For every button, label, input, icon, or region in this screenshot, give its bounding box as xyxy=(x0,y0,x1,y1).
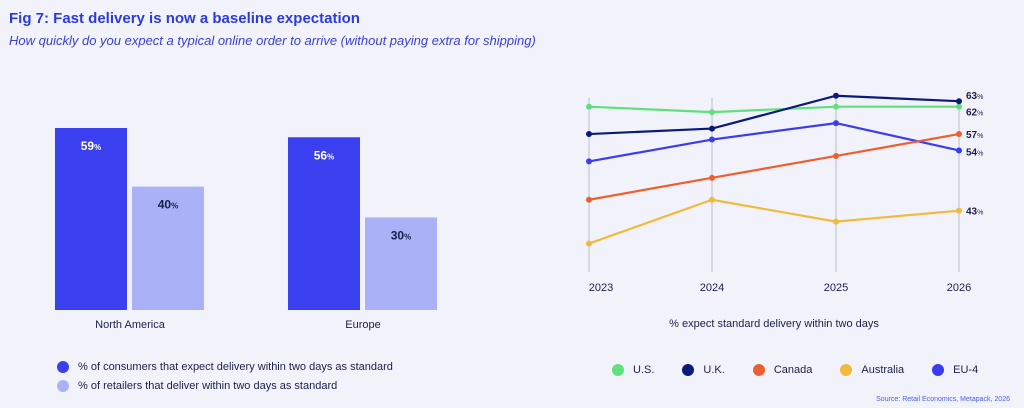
point-australia-2023 xyxy=(586,240,592,247)
point-us-2026 xyxy=(956,103,962,110)
legend-item-us: U.S. xyxy=(612,364,654,376)
legend-swatch-australia xyxy=(840,364,853,376)
bar-north-america-retailers xyxy=(132,186,204,310)
bar-value-label-europe-consumers: 56% xyxy=(314,148,334,162)
legend-swatch-consumers xyxy=(57,361,69,373)
end-label-uk: 63% xyxy=(966,91,983,102)
legend-swatch-uk xyxy=(682,364,695,376)
point-uk-2025 xyxy=(833,92,839,99)
point-canada-2024 xyxy=(709,174,715,181)
bar-value-label-europe-retailers: 30% xyxy=(391,228,411,242)
series-line-uk xyxy=(588,94,960,136)
series-line-us xyxy=(588,105,959,114)
point-eu4-2023 xyxy=(586,158,592,165)
legend-swatch-us xyxy=(612,364,624,376)
point-australia-2026 xyxy=(956,207,962,214)
legend-item-canada: Canada xyxy=(752,364,813,376)
x-tick-label-2025: 2025 xyxy=(824,282,848,294)
series-line-australia xyxy=(588,198,960,245)
point-eu4-2024 xyxy=(709,136,715,143)
end-label-us: 62% xyxy=(966,108,983,119)
line-chart-xlabel: % expect standard delivery within two da… xyxy=(669,318,879,330)
legend-label-australia: Australia xyxy=(861,364,905,376)
legend-label-eu4: EU-4 xyxy=(953,364,979,376)
legend-item-eu4: EU-4 xyxy=(932,364,978,376)
point-uk-2024 xyxy=(709,125,715,132)
point-canada-2026 xyxy=(956,131,962,138)
point-us-2023 xyxy=(586,103,592,110)
x-tick-label-2026: 2026 xyxy=(947,282,971,294)
legend-swatch-retailers xyxy=(57,380,69,392)
source-note: Source: Retail Economics, Metapack, 2026 xyxy=(876,396,1010,403)
legend-label-us: U.S. xyxy=(633,364,655,376)
bar-europe-consumers xyxy=(288,137,360,310)
end-label-eu4: 54% xyxy=(966,147,983,158)
x-tick-label-2024: 2024 xyxy=(700,282,724,294)
bar-europe-retailers xyxy=(365,217,437,310)
legend-item-uk: U.K. xyxy=(682,364,725,376)
point-uk-2026 xyxy=(956,98,962,105)
x-tick-label-2023: 2023 xyxy=(589,282,613,294)
point-us-2024 xyxy=(709,109,715,116)
legend-swatch-eu4 xyxy=(932,364,945,376)
category-label-europe: Europe xyxy=(345,319,380,331)
bar-legend-item-retailers: % of retailers that deliver within two d… xyxy=(57,380,337,392)
bar-value-label-north-america-consumers: 59% xyxy=(81,139,101,153)
line-legend: U.S. U.K. Canada Australia EU-4 xyxy=(612,364,978,376)
point-canada-2023 xyxy=(586,196,592,203)
legend-swatch-canada xyxy=(752,364,765,376)
chart-subtitle: How quickly do you expect a typical onli… xyxy=(9,33,536,48)
point-eu4-2026 xyxy=(956,147,962,154)
category-label-north-america: North America xyxy=(95,319,166,331)
legend-label-canada: Canada xyxy=(773,364,813,376)
point-eu4-2025 xyxy=(833,120,839,127)
end-label-australia: 43% xyxy=(966,207,983,218)
point-australia-2024 xyxy=(709,196,715,203)
point-us-2025 xyxy=(833,103,839,110)
legend-item-australia: Australia xyxy=(840,364,904,376)
series-line-eu4 xyxy=(588,121,960,163)
point-uk-2023 xyxy=(586,131,592,138)
chart-title: Fig 7: Fast delivery is now a baseline e… xyxy=(9,10,360,27)
point-australia-2025 xyxy=(833,218,839,225)
legend-label-retailers: % of retailers that deliver within two d… xyxy=(78,380,338,392)
bar-value-label-north-america-retailers: 40% xyxy=(158,198,178,212)
legend-label-consumers: % of consumers that expect delivery with… xyxy=(78,361,393,373)
end-label-canada: 57% xyxy=(966,130,983,141)
series-line-canada xyxy=(588,132,960,201)
point-canada-2025 xyxy=(833,152,839,159)
bar-legend-item-consumers: % of consumers that expect delivery with… xyxy=(57,361,393,373)
legend-label-uk: U.K. xyxy=(703,364,725,376)
bar-north-america-consumers xyxy=(55,128,127,310)
